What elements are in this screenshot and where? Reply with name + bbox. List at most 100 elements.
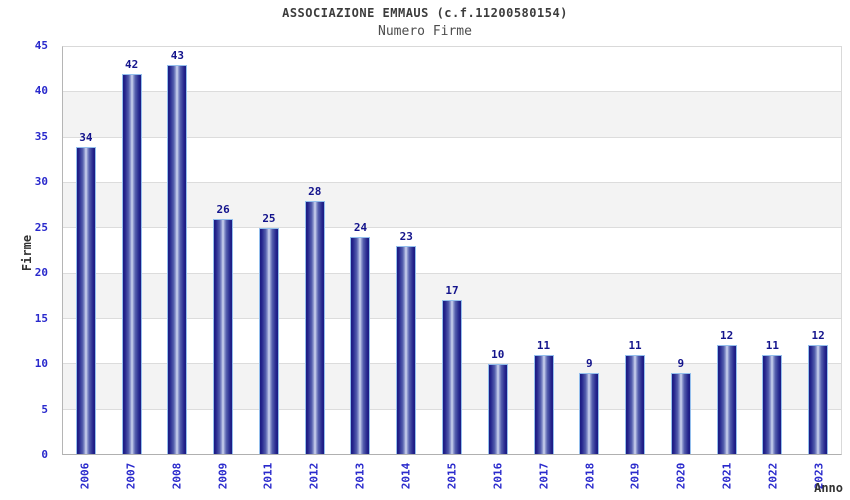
x-tick-label: 2020: [674, 462, 688, 490]
grid-band: [63, 227, 841, 273]
y-tick-label: 15: [34, 311, 48, 325]
bar-2017: [533, 354, 554, 454]
bar-value-label: 10: [491, 347, 505, 361]
bar-value-label: 17: [445, 284, 459, 298]
x-tick-slot: 2020: [658, 456, 704, 500]
bar-value-label: 42: [125, 58, 139, 72]
bar-2019: [625, 354, 646, 454]
bar-slot: 17: [429, 47, 475, 454]
bar-slot: 10: [475, 47, 521, 454]
grid-band: [63, 136, 841, 182]
bar-slot: 28: [292, 47, 338, 454]
bar-value-label: 12: [811, 329, 825, 343]
bar-value-label: 23: [399, 229, 413, 243]
x-tick-slot: 2019: [613, 456, 659, 500]
bar-2007: [121, 74, 142, 454]
bar-value-label: 11: [765, 338, 779, 352]
x-tick-label: 2007: [124, 462, 138, 490]
bar-slot: 25: [246, 47, 292, 454]
bar-2009: [213, 218, 234, 454]
x-tick-slot: 2009: [200, 456, 246, 500]
grid-band: [63, 47, 841, 92]
bar-slot: 23: [383, 47, 429, 454]
x-axis-ticks: 2006 2007 2008 2009 2011 2012 2013 2014 2015 2016…: [62, 456, 842, 500]
y-tick-label: 0: [41, 448, 48, 461]
bar-value-label: 34: [79, 130, 93, 144]
x-tick-label: 2008: [170, 462, 184, 490]
x-tick-label: 2021: [720, 462, 734, 490]
x-tick-slot: 2008: [154, 456, 200, 500]
bar-value-label: 11: [628, 338, 642, 352]
y-tick-label: 30: [34, 175, 48, 189]
bar-slot: 12: [704, 47, 750, 454]
bar-value-label: 9: [585, 356, 593, 370]
x-tick-slot: 2014: [383, 456, 429, 500]
x-tick-slot: 2011: [246, 456, 292, 500]
bars-layer: 34 42 43 26 25 28 24 23 17 10 11 9 11 9 12 11 12: [63, 47, 841, 454]
bar-2014: [396, 245, 417, 454]
grid-band: [63, 91, 841, 137]
bar-slot: 11: [612, 47, 658, 454]
chart-title: ASSOCIAZIONE EMMAUS (c.f.11200580154): [282, 6, 568, 20]
bar-2016: [487, 363, 508, 454]
bar-2020: [670, 372, 691, 454]
y-tick-label: 40: [34, 84, 48, 98]
bar-slot: 11: [521, 47, 567, 454]
bar-slot: 9: [658, 47, 704, 454]
bar-value-label: 26: [216, 202, 230, 216]
y-tick-label: 5: [41, 402, 48, 416]
bar-2012: [304, 200, 325, 454]
bar-slot: 12: [795, 47, 841, 454]
bar-value-label: 9: [677, 356, 685, 370]
x-tick-label: 2006: [78, 462, 92, 490]
bar-value-label: 25: [262, 211, 276, 225]
x-tick-label: 2013: [353, 462, 367, 490]
x-tick-slot: 2018: [567, 456, 613, 500]
bar-2013: [350, 236, 371, 454]
bar-value-label: 28: [308, 184, 322, 198]
x-tick-label: 2022: [766, 462, 780, 490]
bar-2023: [808, 345, 829, 454]
bar-slot: 42: [109, 47, 155, 454]
x-tick-label: 2019: [628, 462, 642, 490]
x-tick-slot: 2017: [521, 456, 567, 500]
x-tick-label: 2011: [261, 462, 275, 490]
bar-2006: [75, 146, 96, 454]
chart-subtitle: Numero Firme: [378, 24, 472, 39]
x-tick-slot: 2016: [475, 456, 521, 500]
bar-value-label: 11: [536, 338, 551, 352]
y-tick-label: 25: [34, 220, 48, 234]
bar-value-label: 43: [170, 49, 185, 63]
bar-slot: 43: [155, 47, 201, 454]
plot-area: 34 42 43 26 25 28 24 23 17 10 11 9 11 9 12 11 12: [62, 46, 842, 455]
x-tick-slot: 2007: [108, 456, 154, 500]
x-tick-slot: 2021: [704, 456, 750, 500]
x-tick-slot: 2012: [291, 456, 337, 500]
x-tick-label: 2017: [537, 462, 551, 490]
x-tick-label: 2009: [216, 462, 230, 490]
x-tick-slot: 2015: [429, 456, 475, 500]
grid-band: [63, 181, 841, 228]
x-axis-title: Anno: [814, 481, 843, 495]
bar-2018: [579, 372, 600, 454]
bar-value-label: 24: [353, 220, 368, 234]
y-tick-label: 45: [34, 39, 48, 52]
bar-2008: [167, 65, 188, 454]
x-tick-label: 2015: [445, 462, 459, 490]
bar-slot: 24: [338, 47, 384, 454]
bar-2011: [258, 227, 279, 454]
bar-slot: 34: [63, 47, 109, 454]
y-tick-label: 10: [34, 357, 48, 371]
x-tick-label: 2014: [399, 462, 413, 490]
x-tick-slot: 2006: [62, 456, 108, 500]
x-tick-slot: 2022: [750, 456, 796, 500]
bar-2015: [442, 300, 462, 454]
x-tick-slot: 2013: [337, 456, 383, 500]
bar-slot: 26: [200, 47, 246, 454]
y-tick-label: 35: [34, 129, 48, 143]
bar-2022: [762, 354, 783, 454]
bar-slot: 9: [566, 47, 612, 454]
x-tick-label: 2018: [583, 462, 597, 490]
x-tick-label: 2016: [491, 462, 505, 490]
